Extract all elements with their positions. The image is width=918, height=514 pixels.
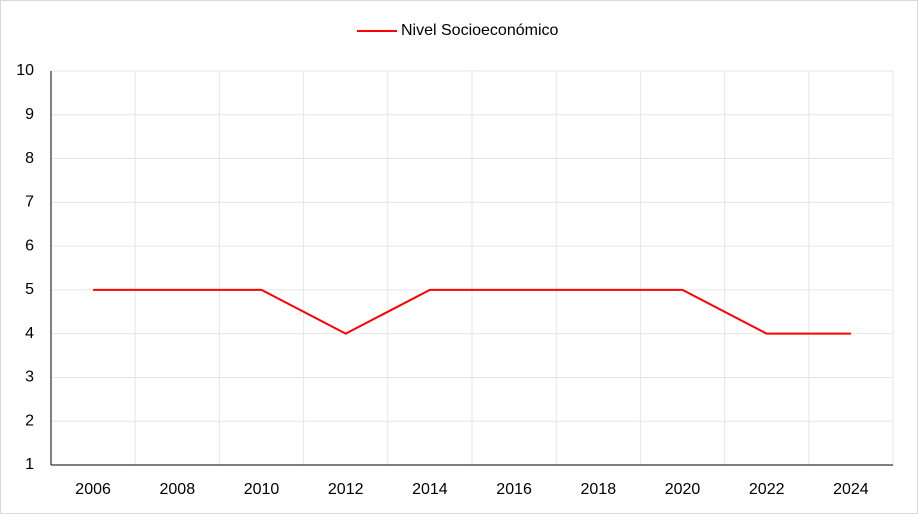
x-tick-label: 2006 [75, 481, 111, 498]
series-line [93, 288, 851, 335]
x-tick-label: 2010 [244, 481, 280, 498]
x-tick-label: 2008 [160, 481, 196, 498]
x-tick-label: 2014 [412, 481, 448, 498]
y-tick-label: 1 [25, 456, 34, 473]
y-tick-label: 6 [25, 237, 34, 254]
x-tick-label: 2020 [665, 481, 701, 498]
y-tick-label: 10 [16, 62, 34, 79]
x-tick-label: 2016 [496, 481, 532, 498]
y-tick-label: 4 [25, 325, 34, 342]
legend-label: Nivel Socioeconómico [401, 22, 559, 39]
y-tick-label: 7 [25, 194, 34, 211]
x-tick-label: 2012 [328, 481, 364, 498]
y-tick-label: 2 [25, 412, 34, 429]
x-tick-label: 2022 [749, 481, 785, 498]
y-tick-label: 8 [25, 150, 34, 167]
y-tick-label: 9 [25, 106, 34, 123]
y-tick-label: 3 [25, 369, 34, 386]
x-tick-label: 2024 [833, 481, 869, 498]
y-tick-label: 5 [25, 281, 34, 298]
x-tick-label: 2018 [581, 481, 617, 498]
